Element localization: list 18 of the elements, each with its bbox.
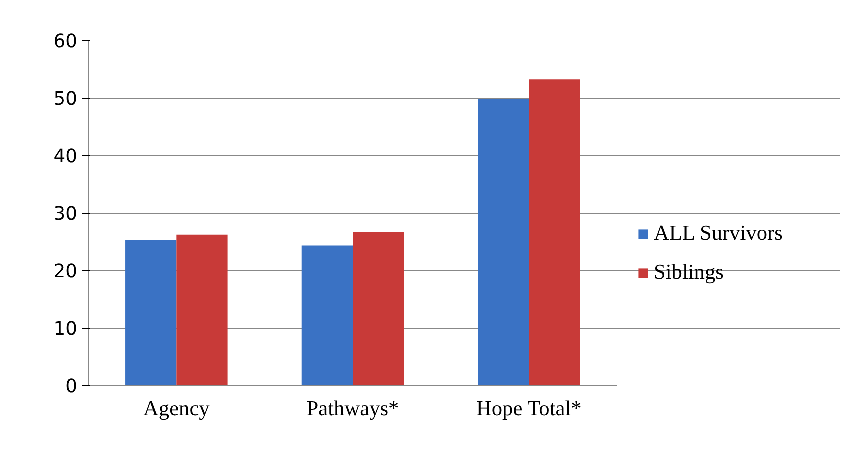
legend-label: Siblings	[654, 260, 724, 285]
bar	[353, 232, 404, 386]
y-tick-label: 10	[54, 319, 78, 340]
bar	[126, 240, 177, 386]
x-tick-label: Pathways*	[306, 396, 400, 420]
x-tick-label: Agency	[144, 396, 210, 420]
y-tick-label: 30	[54, 204, 78, 225]
bar	[302, 246, 353, 386]
y-tick-label: 0	[66, 376, 78, 398]
legend-label: ALL Survivors	[654, 221, 783, 246]
bar	[529, 80, 580, 386]
bar	[478, 99, 530, 386]
y-tick-label: 40	[54, 146, 78, 168]
x-tick-label: Hope Total*	[476, 396, 582, 420]
y-tick-label: 50	[54, 89, 78, 110]
bar	[176, 234, 228, 386]
y-tick-label: 60	[54, 32, 78, 52]
y-tick-label: 20	[54, 262, 78, 282]
